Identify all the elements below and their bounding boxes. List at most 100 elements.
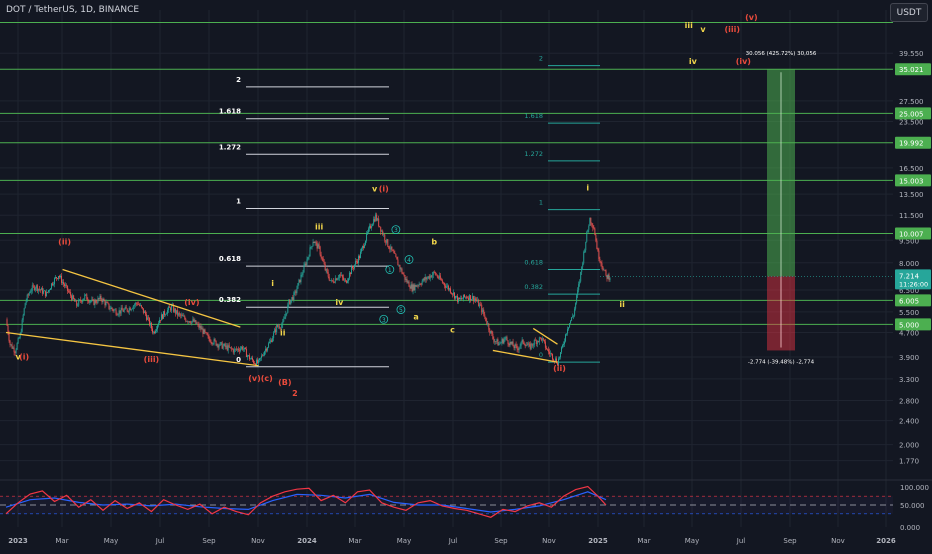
candle-up [505, 337, 507, 338]
candle-up [325, 268, 327, 271]
candle-up [183, 316, 185, 317]
candle-down [419, 283, 421, 285]
candle-down [232, 349, 234, 353]
candle-down [211, 342, 213, 344]
candle-up [223, 343, 225, 346]
candle-up [94, 300, 96, 305]
candle-down [551, 354, 553, 360]
price-tag-box [895, 318, 931, 331]
wave-circle [396, 305, 406, 314]
candle-up [53, 284, 54, 285]
candle-up [372, 224, 374, 227]
currency-button[interactable]: USDT [890, 3, 928, 22]
wave-label: b [431, 237, 437, 246]
candle-down [507, 340, 509, 344]
wave-circle-label: 5 [399, 307, 403, 314]
candle-down [207, 334, 209, 336]
wave-label: iv [689, 57, 698, 66]
candle-up [377, 218, 379, 221]
candle-down [523, 342, 525, 345]
candle-up [222, 345, 224, 349]
candle-up [181, 315, 183, 316]
candle-up [273, 332, 275, 339]
x-tick-label: Mar [637, 537, 650, 545]
candle-up [109, 308, 111, 310]
candle-down [408, 281, 410, 287]
candle-up [340, 275, 342, 276]
candle-down [359, 256, 360, 259]
candle-up [462, 298, 463, 300]
position-tool[interactable]: 30.056 (425.72%) 30,056 -2.774 (-39.48%) … [746, 51, 817, 365]
candle-up [259, 358, 260, 361]
candle-down [597, 248, 599, 251]
candle-up [161, 314, 162, 321]
fib-left-label: 0.382 [219, 296, 241, 304]
candle-down [226, 345, 228, 351]
candle-down [591, 223, 593, 226]
candle-down [208, 335, 210, 340]
candle-up [43, 290, 45, 292]
candle-down [392, 250, 394, 252]
candle-down [437, 277, 439, 279]
candle-down [435, 274, 437, 276]
candle-up [284, 317, 286, 319]
candle-down [179, 313, 181, 315]
candle-up [304, 263, 306, 266]
x-tick-label: Nov [542, 537, 556, 545]
candle-up [168, 306, 170, 310]
candle-down [595, 235, 597, 241]
candle-up [472, 296, 474, 300]
candle-up [571, 317, 573, 321]
candle-up [120, 307, 122, 314]
candle-down [454, 292, 455, 299]
candle-up [500, 342, 502, 344]
y-tick-label: 5.500 [899, 309, 919, 317]
candle-up [541, 338, 543, 341]
candle-down [115, 309, 117, 315]
candle-up [563, 344, 564, 346]
candle-up [213, 339, 215, 344]
candle-up [17, 338, 19, 344]
candle-up [446, 285, 448, 287]
candle-up [201, 328, 203, 330]
candle-down [470, 295, 472, 301]
candle-down [106, 302, 108, 303]
candle-up [307, 257, 309, 260]
candle-down [481, 304, 483, 313]
candle-up [276, 324, 278, 333]
candle-up [329, 280, 331, 281]
candle-up [558, 358, 559, 366]
candle-up [10, 344, 12, 346]
candle-up [60, 275, 61, 278]
candle-up [110, 307, 112, 309]
candle-down [210, 342, 212, 343]
fib-left-label: 1.618 [219, 108, 241, 116]
candle-up [99, 295, 101, 299]
candle-up [490, 330, 492, 334]
candle-up [242, 349, 244, 350]
candle-up [562, 345, 563, 348]
candle-down [197, 323, 199, 325]
candle-down [491, 330, 493, 334]
candle-down [468, 297, 470, 301]
x-tick-label: Sep [494, 537, 508, 545]
candle-down [461, 298, 462, 299]
candle-down [92, 299, 94, 300]
y-tick-label: 1.770 [899, 458, 919, 466]
candle-down [52, 283, 53, 285]
candle-down [271, 340, 273, 342]
candle-up [570, 320, 572, 324]
candle-up [203, 329, 205, 334]
wave-label: i [586, 183, 589, 192]
candle-up [20, 331, 22, 334]
candle-up [343, 279, 345, 281]
x-tick-label: 2026 [876, 537, 896, 545]
candle-down [606, 275, 608, 279]
candle-up [117, 314, 119, 316]
candle-down [590, 217, 592, 224]
candle-down [88, 301, 90, 303]
wave-label: (v)(c) [248, 374, 273, 383]
candle-up [186, 321, 188, 322]
candle-up [310, 246, 312, 248]
